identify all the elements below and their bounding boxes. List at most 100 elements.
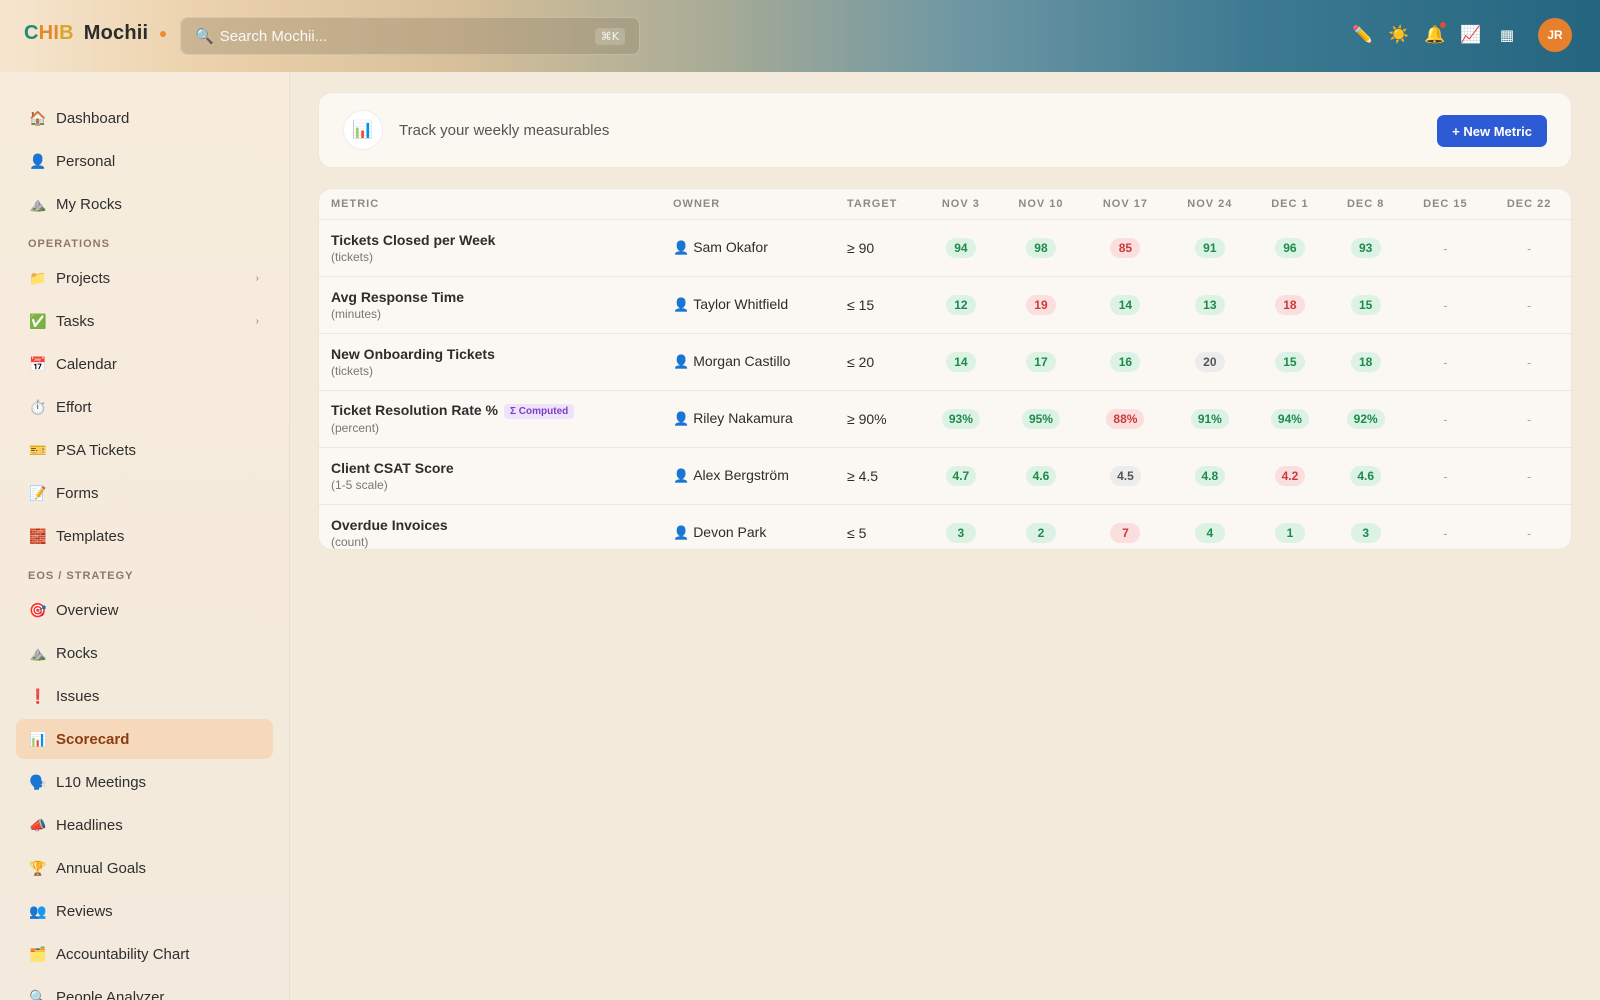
column-header-week[interactable]: NOV 10	[998, 189, 1084, 220]
table-row[interactable]: New Onboarding Tickets (tickets) 👤 Morgan C…	[319, 333, 1571, 391]
empty-value[interactable]: -	[1526, 297, 1532, 313]
week-value-cell[interactable]: -	[1487, 447, 1571, 505]
week-value-cell[interactable]: 16	[1083, 333, 1168, 391]
week-value-cell[interactable]: 85	[1083, 219, 1168, 277]
week-value-cell[interactable]: 1	[1252, 504, 1328, 549]
table-row[interactable]: Avg Response Time (minutes) 👤 Taylor Whitfi…	[319, 276, 1571, 334]
empty-value[interactable]: -	[1443, 411, 1448, 427]
week-value-cell[interactable]: 91	[1167, 219, 1253, 277]
column-header-week[interactable]: DEC 15	[1403, 189, 1488, 220]
week-value-cell[interactable]: 17	[998, 333, 1084, 391]
sidebar-item-headlines[interactable]: 📣 Headlines	[16, 805, 273, 845]
sidebar-item-effort[interactable]: ⏱️ Effort	[16, 387, 273, 427]
owner-cell[interactable]: 👤 Sam Okafor	[661, 219, 835, 277]
week-value-cell[interactable]: -	[1403, 390, 1488, 448]
value-pill-bad[interactable]: 88%	[1106, 408, 1145, 429]
metric-name[interactable]: Tickets Closed per Week	[331, 231, 496, 248]
week-value-cell[interactable]: -	[1404, 504, 1488, 549]
column-header-week[interactable]: DEC 22	[1487, 189, 1571, 220]
owner-cell[interactable]: 👤 Taylor Whitfield	[661, 276, 835, 334]
sidebar-item-scorecard[interactable]: 📊 Scorecard	[16, 719, 273, 759]
week-value-cell[interactable]: 3	[1328, 504, 1404, 549]
value-pill-good[interactable]: 4.7	[945, 465, 977, 486]
value-pill-good[interactable]: 4.6	[1350, 465, 1382, 486]
value-pill-good[interactable]: 18	[1350, 351, 1381, 372]
column-header-week[interactable]: DEC 8	[1327, 189, 1404, 220]
sidebar-item-l10-meetings[interactable]: 🗣️ L10 Meetings	[16, 762, 273, 802]
week-value-cell[interactable]: 19	[998, 276, 1084, 334]
chart-icon[interactable]: 📈	[1460, 25, 1482, 44]
week-value-cell[interactable]: 93%	[923, 390, 999, 448]
value-pill-bad[interactable]: 19	[1025, 294, 1056, 315]
value-pill-bad[interactable]: 7	[1110, 522, 1141, 543]
value-pill-good[interactable]: 14	[1110, 294, 1141, 315]
week-value-cell[interactable]: 4.7	[923, 447, 999, 505]
sidebar-item-reviews[interactable]: 👥 Reviews	[16, 891, 273, 931]
empty-value[interactable]: -	[1526, 525, 1532, 541]
week-value-cell[interactable]: 18	[1252, 276, 1328, 334]
value-pill-good[interactable]: 3	[1350, 522, 1381, 543]
week-value-cell[interactable]: 95%	[998, 390, 1084, 448]
week-value-cell[interactable]: -	[1487, 390, 1571, 448]
metric-name[interactable]: Avg Response Time	[331, 288, 465, 305]
value-pill-bad[interactable]: 18	[1274, 294, 1305, 315]
table-row[interactable]: Ticket Resolution Rate % Σ Computed (perce…	[319, 390, 1571, 448]
week-value-cell[interactable]: 98	[998, 219, 1084, 277]
empty-value[interactable]: -	[1443, 240, 1448, 256]
week-value-cell[interactable]: 4.6	[1327, 447, 1404, 505]
sidebar-item-calendar[interactable]: 📅 Calendar	[16, 344, 273, 384]
empty-value[interactable]: -	[1526, 240, 1532, 256]
owner-cell[interactable]: 👤 Morgan Castillo	[661, 333, 835, 391]
value-pill-good[interactable]: 14	[945, 351, 976, 372]
chevron-right-icon[interactable]: ›	[255, 272, 259, 284]
empty-value[interactable]: -	[1443, 468, 1448, 484]
week-value-cell[interactable]: 12	[923, 276, 999, 334]
sidebar-item-forms[interactable]: 📝 Forms	[16, 473, 273, 513]
value-pill-good[interactable]: 96	[1274, 237, 1305, 258]
metric-cell[interactable]: New Onboarding Tickets (tickets)	[319, 333, 661, 391]
value-pill-good[interactable]: 4.6	[1025, 465, 1057, 486]
week-value-cell[interactable]: -	[1403, 333, 1488, 391]
owner-cell[interactable]: 👤 Alex Bergström	[661, 447, 835, 505]
sidebar-item-annual-goals[interactable]: 🏆 Annual Goals	[16, 848, 273, 888]
week-value-cell[interactable]: -	[1487, 333, 1571, 391]
empty-value[interactable]: -	[1526, 468, 1532, 484]
value-pill-good[interactable]: 17	[1025, 351, 1056, 372]
week-value-cell[interactable]: 4.2	[1252, 447, 1328, 505]
value-pill-good[interactable]: 91	[1194, 237, 1225, 258]
week-value-cell[interactable]: 93	[1327, 219, 1404, 277]
value-pill-good[interactable]: 92%	[1346, 408, 1385, 429]
column-header-week[interactable]: DEC 1	[1252, 189, 1328, 220]
value-pill-neutral[interactable]: 4.5	[1110, 465, 1141, 486]
owner-cell[interactable]: 👤 Riley Nakamura	[661, 390, 835, 448]
empty-value[interactable]: -	[1443, 297, 1448, 313]
value-pill-good[interactable]: 93%	[941, 408, 980, 429]
sidebar-item-accountability-chart[interactable]: 🗂️ Accountability Chart	[16, 934, 273, 974]
week-value-cell[interactable]: 4.5	[1083, 447, 1168, 505]
value-pill-good[interactable]: 13	[1194, 294, 1225, 315]
chevron-right-icon[interactable]: ›	[255, 315, 259, 327]
week-value-cell[interactable]: 92%	[1327, 390, 1404, 448]
value-pill-bad[interactable]: 4.2	[1274, 465, 1306, 486]
week-value-cell[interactable]: 14	[923, 333, 999, 391]
sidebar-item-templates[interactable]: 🧱 Templates	[16, 516, 273, 556]
week-value-cell[interactable]: 15	[1327, 276, 1404, 334]
week-value-cell[interactable]: 4.8	[1167, 447, 1253, 505]
value-pill-good[interactable]: 2	[1025, 522, 1056, 543]
sidebar-item-personal[interactable]: 👤 Personal	[16, 141, 273, 181]
value-pill-good[interactable]: 15	[1350, 294, 1381, 315]
metric-name[interactable]: Overdue Invoices	[331, 516, 448, 533]
value-pill-good[interactable]: 1	[1274, 522, 1305, 543]
week-value-cell[interactable]: 3	[923, 504, 999, 549]
value-pill-good[interactable]: 3	[945, 522, 976, 543]
metric-name[interactable]: Ticket Resolution Rate %	[331, 402, 499, 418]
search-bar[interactable]: 🔍 ⌘K	[180, 17, 640, 55]
value-pill-good[interactable]: 95%	[1021, 408, 1060, 429]
week-value-cell[interactable]: 94	[923, 219, 999, 277]
avatar[interactable]: JR	[1538, 18, 1572, 52]
week-value-cell[interactable]: 14	[1083, 276, 1168, 334]
value-pill-good[interactable]: 91%	[1190, 408, 1229, 429]
grid-icon[interactable]: ▦	[1499, 27, 1515, 44]
sun-icon[interactable]: ☀️	[1388, 25, 1410, 44]
metric-cell[interactable]: Client CSAT Score (1-5 scale)	[319, 447, 661, 505]
